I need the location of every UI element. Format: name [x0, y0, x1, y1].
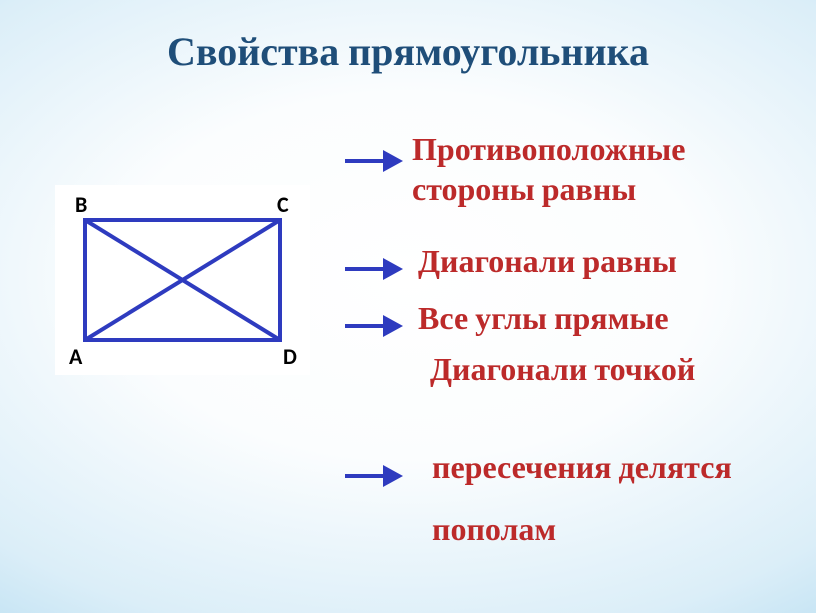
- property-diagonals-bisect-3: пополам: [432, 510, 556, 550]
- slide: Свойства прямоугольника B C A D Противоп…: [0, 0, 816, 613]
- rectangle-diagram: B C A D: [55, 185, 310, 375]
- property-diagonals-bisect-2: пересечения делятся: [432, 448, 732, 488]
- vertex-c-label: C: [277, 191, 289, 218]
- vertex-a-label: A: [69, 343, 82, 370]
- property-opposite-sides: Противоположные стороны равны: [412, 130, 685, 210]
- property-diagonals-equal: Диагонали равны: [418, 242, 677, 282]
- slide-title: Свойства прямоугольника: [0, 28, 816, 75]
- arrow-icon: [343, 256, 403, 282]
- rectangle-svg: [55, 185, 310, 375]
- property-right-angles: Все углы прямые: [418, 299, 669, 339]
- vertex-b-label: B: [75, 191, 87, 218]
- arrow-icon: [343, 313, 403, 339]
- arrow-icon: [343, 148, 403, 174]
- vertex-d-label: D: [283, 343, 297, 370]
- arrow-icon: [343, 463, 403, 489]
- property-diagonals-bisect-1: Диагонали точкой: [430, 350, 695, 390]
